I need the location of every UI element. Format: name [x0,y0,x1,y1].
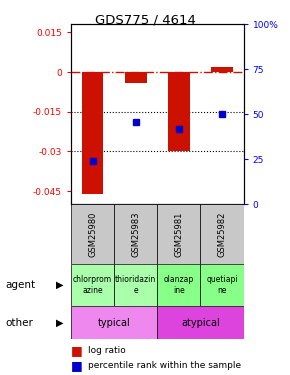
Text: GSM25981: GSM25981 [174,211,183,257]
Text: typical: typical [98,318,130,327]
Bar [200,264,244,306]
Bar [200,204,244,264]
Text: GDS775 / 4614: GDS775 / 4614 [95,13,195,26]
Text: percentile rank within the sample: percentile rank within the sample [88,361,242,370]
Bar [71,306,157,339]
Text: GSM25980: GSM25980 [88,211,97,257]
Bar [168,72,190,152]
Bar [157,306,244,339]
Bar [125,72,146,82]
Bar [211,67,233,72]
Text: quetiapi
ne: quetiapi ne [206,275,238,295]
Text: GSM25982: GSM25982 [218,211,226,257]
Bar [114,204,157,264]
Text: GSM25983: GSM25983 [131,211,140,257]
Text: log ratio: log ratio [88,346,126,355]
Bar [71,264,114,306]
Text: other: other [6,318,34,327]
Text: ▶: ▶ [56,280,63,290]
Bar [82,72,104,194]
Text: atypical: atypical [181,318,220,327]
Text: ▶: ▶ [56,318,63,327]
Text: agent: agent [6,280,36,290]
Text: thioridazin
e: thioridazin e [115,275,156,295]
Bar [157,204,200,264]
Bar [157,264,200,306]
Bar [114,264,157,306]
Text: ■: ■ [71,359,83,372]
Text: ■: ■ [71,344,83,357]
Text: chlorprom
azine: chlorprom azine [73,275,112,295]
Text: olanzap
ine: olanzap ine [164,275,194,295]
Bar [71,204,114,264]
